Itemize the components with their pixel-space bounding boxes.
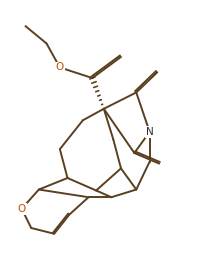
Text: O: O xyxy=(56,62,64,72)
Text: N: N xyxy=(146,127,153,137)
Text: O: O xyxy=(18,204,26,214)
